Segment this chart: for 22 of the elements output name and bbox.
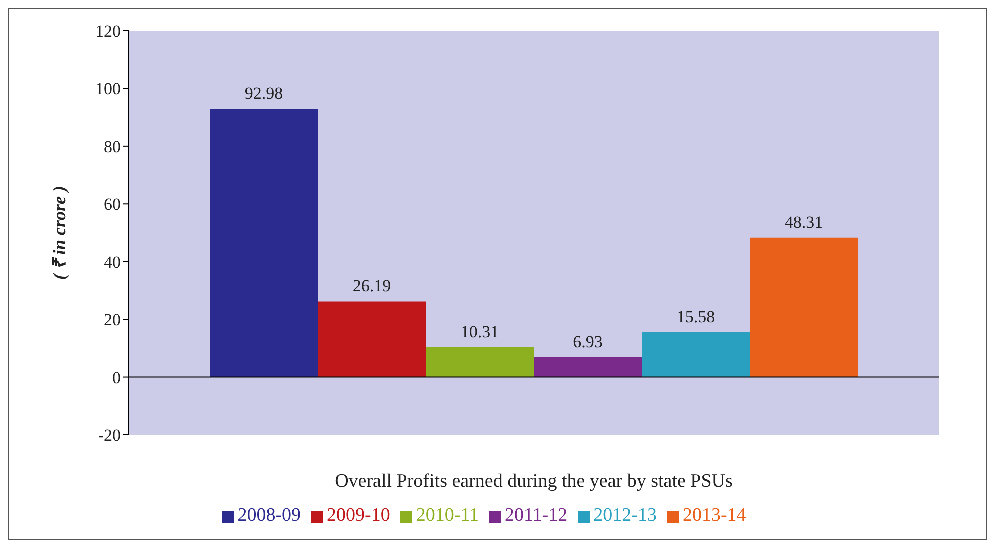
y-axis-title: ( ₹ in crore ): [49, 186, 70, 280]
y-tick-label: 40: [104, 252, 121, 272]
y-tick-label: 100: [96, 80, 121, 99]
data-label: 92.98: [244, 84, 284, 103]
data-label: 15.58: [676, 307, 716, 326]
data-label: 26.19: [352, 276, 392, 296]
legend-label: 2008-09: [238, 505, 302, 526]
data-label: 48.31: [784, 212, 824, 232]
y-tick-label: 60: [104, 195, 121, 214]
legend-label: 2010-11: [416, 505, 479, 526]
legend-label: 2011-12: [505, 505, 568, 526]
y-tick-label: 20: [104, 310, 121, 330]
y-tick-label: 80: [104, 137, 121, 156]
y-tick-label: 0: [112, 368, 121, 388]
y-tick-label: -20: [98, 426, 121, 446]
legend-label: 2013-14: [682, 505, 746, 526]
data-label: 6.93: [573, 332, 603, 352]
legend-label: 2012-13: [594, 505, 657, 526]
data-label: 10.31: [460, 322, 500, 342]
y-tick-label: 120: [96, 22, 121, 42]
x-axis-title: Overall Profits earned during the year by state PSUs: [335, 471, 733, 492]
legend-label: 2009-10: [327, 505, 390, 526]
